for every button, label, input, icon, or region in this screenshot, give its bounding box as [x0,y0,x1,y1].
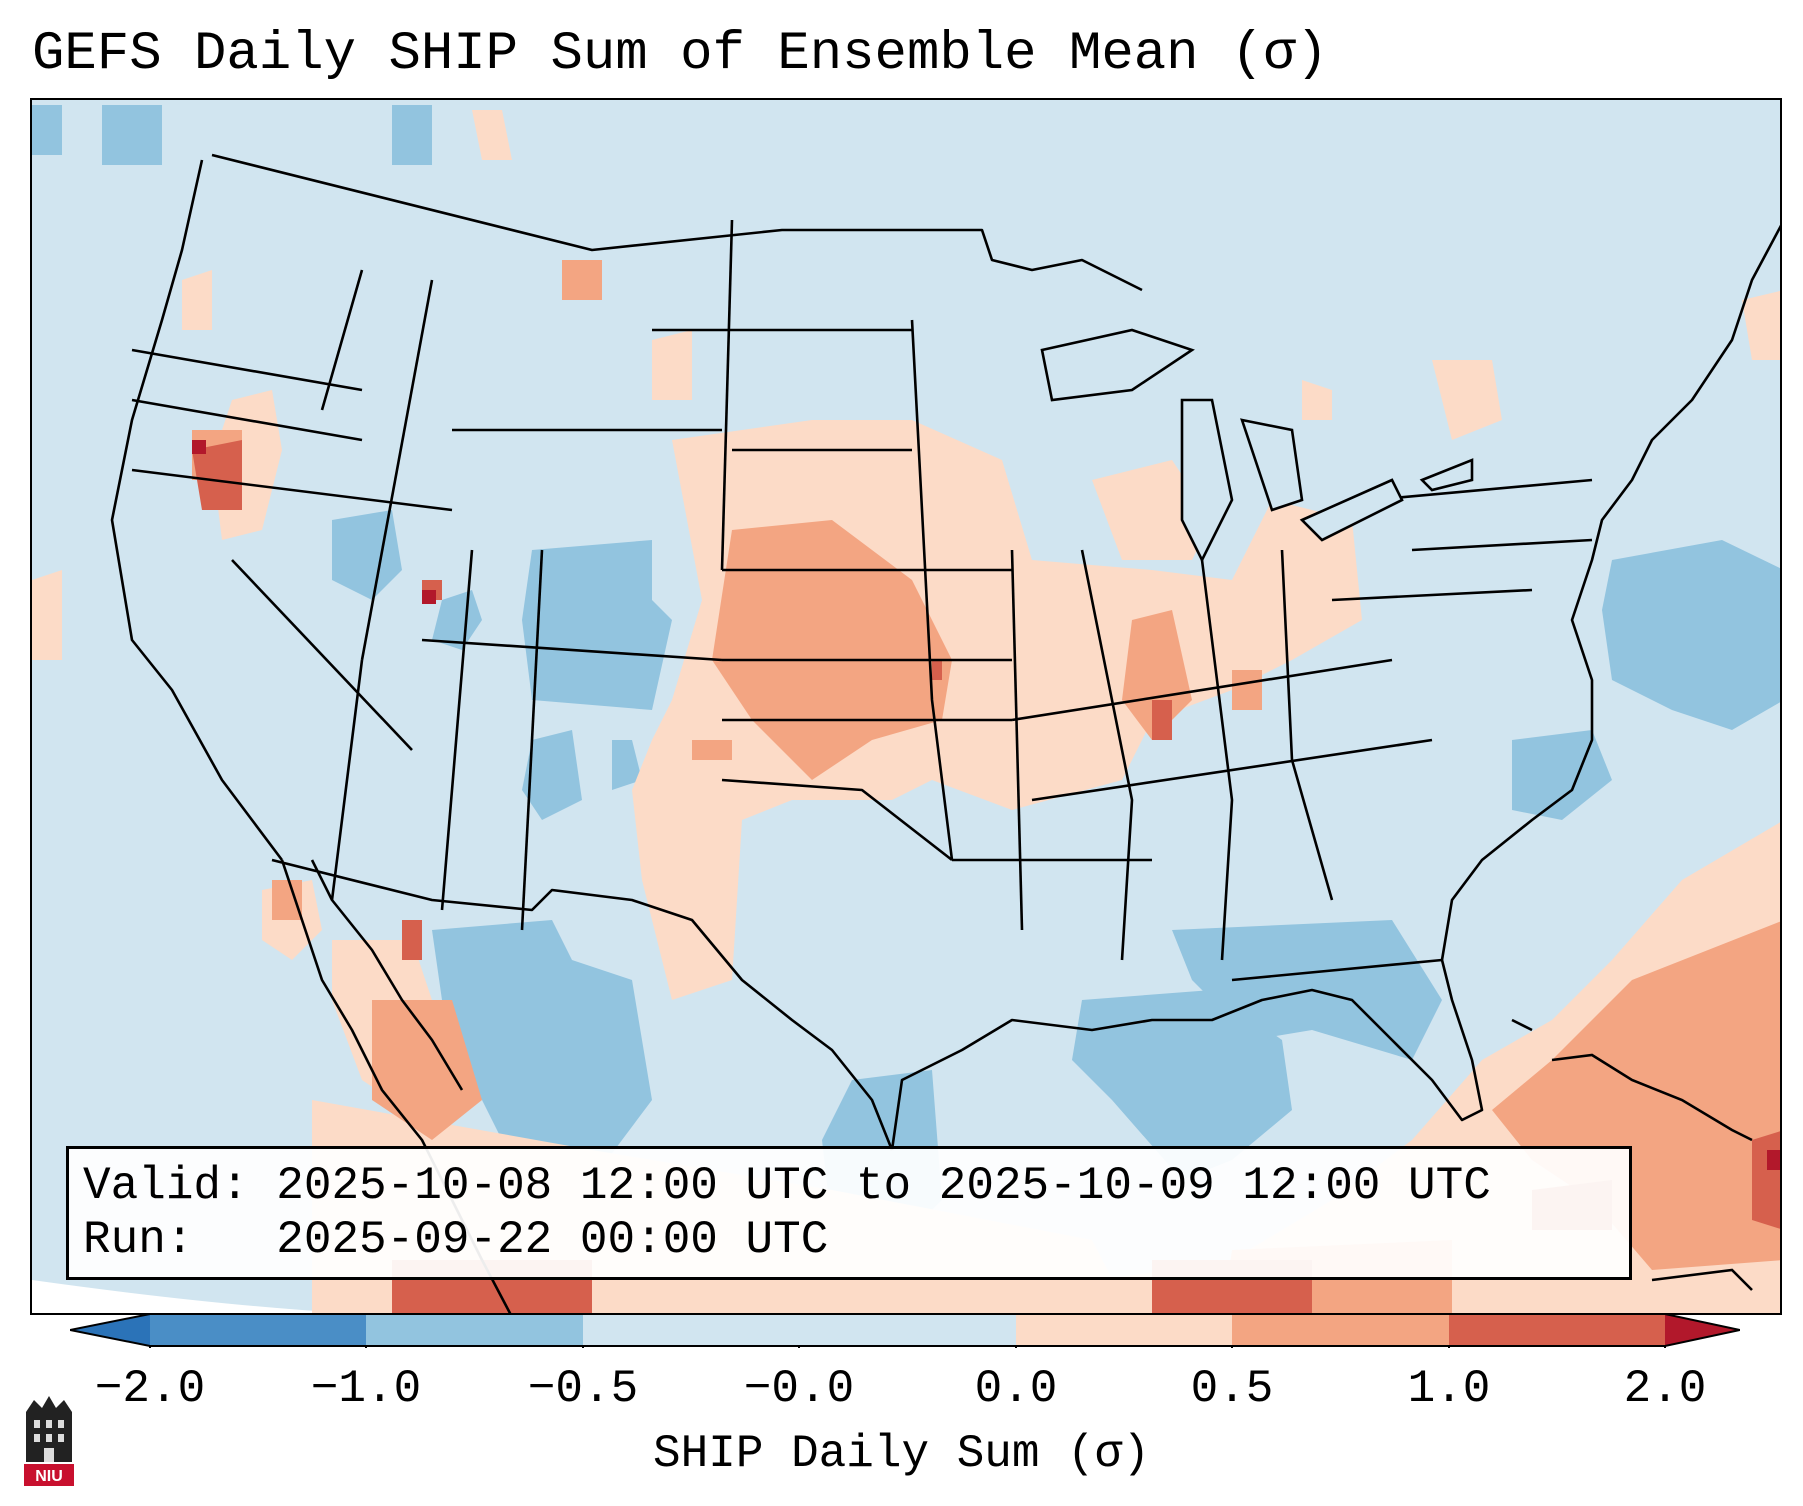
run-time-text: Run: 2025-09-22 00:00 UTC [83,1214,829,1266]
niu-logo-icon: NIU [24,1396,74,1486]
colorbar-tick-label: −2.0 [94,1363,206,1415]
colorbar-segment-0-05 [1016,1314,1232,1346]
moderate-positive-regions [192,260,1780,1313]
niu-logo: NIU [20,1390,78,1490]
caribbean-islands [1511,1018,1753,1291]
colorbar-extend-low [70,1314,150,1346]
colorbar-extend-high [1665,1314,1740,1346]
colorbar-graphic [69,1313,1741,1356]
map-canvas [32,100,1780,1313]
extreme-positive-regions [192,440,1780,1170]
negative-anomaly-regions [32,105,1780,1313]
colorbar-tick-label: 2.0 [1623,1363,1707,1415]
colorbar-label: SHIP Daily Sum (σ) [653,1428,1150,1480]
colorbar-tick-label: 0.0 [974,1363,1058,1415]
map-title: GEFS Daily SHIP Sum of Ensemble Mean (σ) [32,24,1329,85]
colorbar-tick-label: −0.0 [743,1363,855,1415]
map-panel [30,98,1782,1315]
great-lakes [1040,328,1474,563]
colorbar-tick-label: 1.0 [1407,1363,1491,1415]
colorbar [69,1312,1741,1356]
valid-time-text: Valid: 2025-10-08 12:00 UTC to 2025-10-0… [83,1160,1491,1212]
valid-run-info-box: Valid: 2025-10-08 12:00 UTC to 2025-10-0… [66,1146,1632,1280]
colorbar-segment-neg1-neg05 [366,1314,583,1346]
niu-logo-text: NIU [35,1468,63,1485]
colorbar-segment-05-1 [1232,1314,1449,1346]
political-boundaries [110,153,1780,1313]
colorbar-tick-label: −0.5 [527,1363,639,1415]
colorbar-tick-label: 0.5 [1190,1363,1274,1415]
colorbar-segment-neg05-neg0 [583,1314,799,1346]
colorbar-segment-neg0-0 [799,1314,1016,1346]
colorbar-tick-label: −1.0 [310,1363,422,1415]
colorbar-segment-neg2-neg1 [150,1314,366,1346]
colorbar-segment-1-2 [1449,1314,1665,1346]
projection-edge-left [32,1280,346,1313]
